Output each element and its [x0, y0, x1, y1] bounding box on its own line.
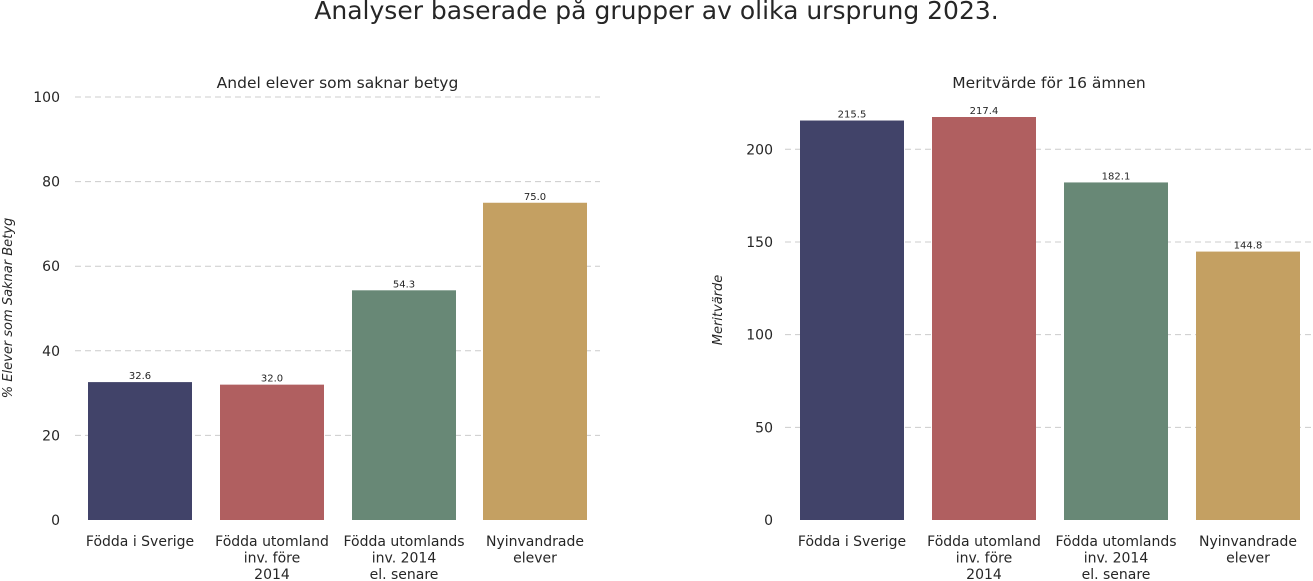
chart-1-y-tick-label: 0	[51, 513, 60, 529]
chart-1-bar	[88, 382, 192, 520]
chart-2-x-tick-label: Födda utomland inv. före 2014	[927, 534, 1041, 581]
chart-2-data-label: 215.5	[838, 110, 867, 121]
chart-2-data-label: 182.1	[1102, 171, 1131, 182]
chart-1-y-tick-label: 100	[33, 90, 60, 106]
chart-2-x-tick-label: Födda i Sverige	[798, 534, 906, 550]
chart-1-bar	[352, 290, 456, 520]
chart-1-bar	[220, 384, 324, 520]
chart-2-x-tick-label: Födda utomlands inv. 2014 el. senare	[1055, 534, 1176, 581]
chart-2-y-tick-label: 200	[746, 142, 773, 158]
chart-2-y-tick-label: 100	[746, 328, 773, 344]
figure-title: Analyser baserade på grupper av olika ur…	[314, 0, 999, 25]
chart-1-y-axis-label: % Elever som Saknar Betyg	[1, 218, 16, 398]
chart-1-data-label: 32.6	[129, 371, 151, 382]
chart-2-x-tick-label: Nyinvandrade elever	[1199, 534, 1297, 567]
chart-1-data-label: 54.3	[393, 279, 415, 290]
chart-2-bar	[800, 120, 904, 520]
chart-1-y-tick-label: 40	[42, 344, 60, 360]
chart-1-x-tick-label: Nyinvandrade elever	[486, 534, 584, 567]
chart-1-y-tick-label: 20	[42, 428, 60, 444]
chart-2-y-tick-label: 150	[746, 235, 773, 251]
chart-1-x-tick-label: Födda i Sverige	[86, 534, 194, 550]
chart-2-bar	[932, 117, 1036, 520]
chart-1-y-tick-label: 60	[42, 259, 60, 275]
chart-1-data-label: 32.0	[261, 374, 283, 385]
chart-1-x-tick-label: Födda utomland inv. före 2014	[215, 534, 329, 581]
chart-2-y-tick-label: 0	[764, 513, 773, 529]
chart-2-bar	[1064, 182, 1168, 520]
chart-2-y-axis-label: Meritvärde	[711, 275, 726, 346]
chart-2-data-label: 217.4	[970, 106, 999, 117]
chart-2-title: Meritvärde för 16 ämnen	[952, 74, 1145, 92]
chart-2-y-tick-label: 50	[755, 420, 773, 436]
chart-1-title: Andel elever som saknar betyg	[217, 74, 459, 92]
chart-1-bar	[483, 202, 587, 520]
chart-1-data-label: 75.0	[524, 192, 546, 203]
chart-2-bar	[1196, 251, 1300, 520]
chart-1-y-tick-label: 80	[42, 175, 60, 191]
chart-2-data-label: 144.8	[1234, 241, 1263, 252]
chart-1-x-tick-label: Födda utomlands inv. 2014 el. senare	[343, 534, 464, 581]
